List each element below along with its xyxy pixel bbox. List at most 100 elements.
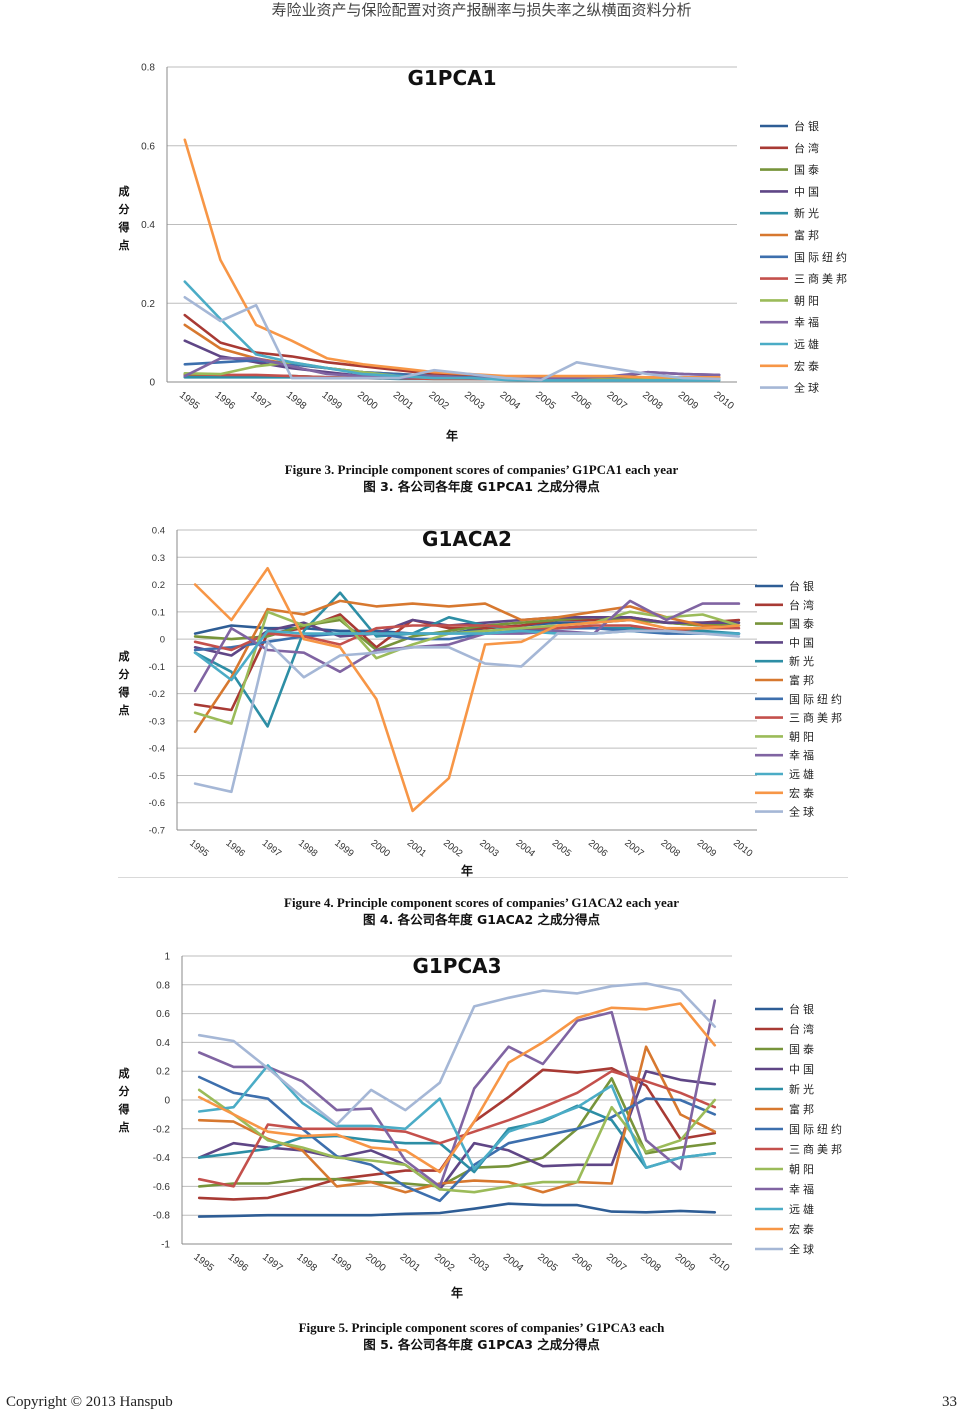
legend-label: 富邦 xyxy=(789,1102,817,1116)
x-tick-label: 1997 xyxy=(248,390,273,413)
x-tick-label: 2005 xyxy=(535,1252,560,1275)
series-line-远雄 xyxy=(183,280,721,382)
y-tick-label: -0.6 xyxy=(149,798,165,809)
chart-title: G1PCA1 xyxy=(407,66,496,90)
x-tick-label: 2008 xyxy=(638,1252,663,1275)
legend-label: 国泰 xyxy=(789,617,817,631)
legend-label: 国泰 xyxy=(789,1042,817,1056)
y-tick-label: -0.1 xyxy=(149,662,165,673)
y-tick-label: 0 xyxy=(149,378,155,389)
x-axis-label: 年 xyxy=(446,428,458,443)
caption-figure-3-zh: 图 3. 各公司各年度 G1PCA1 之成分得点 xyxy=(363,479,600,494)
series-line-富邦 xyxy=(183,323,721,381)
x-tick-label: 2002 xyxy=(432,1252,457,1275)
legend-label: 朝阳 xyxy=(789,730,817,743)
x-tick-label: 1996 xyxy=(224,838,247,860)
y-tick-label: 0.8 xyxy=(156,980,170,991)
caption-figure-4: Figure 4. Principle component scores of … xyxy=(0,894,963,928)
legend-label: 远雄 xyxy=(794,337,822,351)
legend-label: 三商美邦 xyxy=(789,711,845,725)
y-tick-label: 0.2 xyxy=(156,1067,170,1078)
x-tick-label: 2010 xyxy=(711,390,736,413)
x-tick-label: 2001 xyxy=(391,390,416,413)
x-tick-label: 2003 xyxy=(477,838,500,860)
caption-figure-5: Figure 5. Principle component scores of … xyxy=(0,1319,963,1353)
legend-label: 远雄 xyxy=(789,767,817,781)
legend-label: 朝阳 xyxy=(794,294,822,307)
x-tick-label: 1999 xyxy=(319,390,344,413)
y-tick-label: -0.4 xyxy=(149,744,165,755)
x-tick-label: 2004 xyxy=(498,390,523,413)
caption-figure-3: Figure 3. Principle component scores of … xyxy=(0,461,963,495)
y-tick-label: 0.2 xyxy=(141,299,155,310)
legend-label: 中国 xyxy=(789,636,817,649)
y-axis-label: 成分得点 xyxy=(118,184,130,252)
y-tick-label: 0.2 xyxy=(152,580,165,591)
x-tick-label: 2010 xyxy=(707,1252,732,1275)
legend-label: 三商美邦 xyxy=(794,272,850,286)
x-tick-label: 1995 xyxy=(191,1252,216,1275)
caption-figure-5-zh: 图 5. 各公司各年度 G1PCA3 之成分得点 xyxy=(363,1337,600,1352)
series-line-中国 xyxy=(197,1069,717,1191)
x-tick-label: 2009 xyxy=(695,838,718,860)
y-tick-label: 0 xyxy=(164,1096,170,1107)
y-tick-label: -0.2 xyxy=(153,1124,171,1135)
legend-label: 全球 xyxy=(789,805,817,819)
x-tick-label: 2006 xyxy=(569,390,594,413)
x-tick-label: 2002 xyxy=(441,838,464,860)
x-tick-label: 2001 xyxy=(398,1252,423,1275)
y-tick-label: 0.6 xyxy=(141,141,155,152)
figure-divider xyxy=(118,877,848,878)
legend-label: 中国 xyxy=(789,1063,817,1076)
series-line-新光 xyxy=(193,591,741,728)
legend-label: 台银 xyxy=(789,1002,817,1016)
x-axis-label: 年 xyxy=(461,863,473,878)
x-tick-label: 2007 xyxy=(604,1252,629,1275)
chart-g1pca1: 0 0.2 0.4 0.6 0.8 1995 1996 1997 1998 1999 2000 200… xyxy=(100,55,860,450)
legend-label: 台湾 xyxy=(789,598,817,612)
y-tick-label: -0.4 xyxy=(153,1153,171,1164)
y-tick-label: 0.4 xyxy=(152,526,165,537)
legend-label: 宏泰 xyxy=(789,1222,817,1236)
x-tick-label: 2010 xyxy=(731,838,754,860)
x-tick-label: 2003 xyxy=(462,390,487,413)
x-tick-label: 1996 xyxy=(213,390,238,413)
legend-label: 新光 xyxy=(789,654,817,668)
legend-label: 全球 xyxy=(789,1242,817,1256)
chart-title: G1PCA3 xyxy=(412,954,501,978)
legend-label: 新光 xyxy=(794,206,822,220)
legend-label: 中国 xyxy=(794,185,822,198)
legend-label: 全球 xyxy=(794,381,822,395)
series-line-全球 xyxy=(193,629,741,794)
y-axis-label: 成分得点 xyxy=(118,649,130,717)
legend-label: 国际纽约 xyxy=(789,692,845,706)
x-tick-label: 2005 xyxy=(533,390,558,413)
x-tick-label: 2007 xyxy=(622,838,645,860)
footer-page-number: 33 xyxy=(942,1394,957,1410)
x-tick-label: 1995 xyxy=(187,838,210,860)
y-tick-label: -0.3 xyxy=(149,716,165,727)
x-tick-label: 2000 xyxy=(355,390,380,413)
x-tick-label: 2008 xyxy=(659,838,682,860)
legend-label: 台银 xyxy=(789,579,817,593)
legend-label: 幸福 xyxy=(789,1182,817,1196)
footer-copyright: Copyright © 2013 Hanspub xyxy=(6,1394,173,1410)
legend-label: 幸福 xyxy=(794,315,822,329)
x-tick-label: 1998 xyxy=(296,838,319,860)
y-tick-label: 0.1 xyxy=(152,607,165,618)
chart-title: G1ACA2 xyxy=(422,527,512,551)
series-line-幸福 xyxy=(197,999,717,1188)
page-header: 寿险业资产与保险配置对资产报酬率与损失率之纵横面资料分析 xyxy=(271,1,692,19)
legend-label: 国际纽约 xyxy=(789,1122,845,1136)
x-tick-label: 1998 xyxy=(294,1252,319,1275)
legend-label: 朝阳 xyxy=(789,1163,817,1176)
x-axis-label: 年 xyxy=(451,1285,463,1300)
x-tick-label: 1995 xyxy=(177,390,202,413)
x-tick-label: 1998 xyxy=(284,390,309,413)
series-line-幸福 xyxy=(193,599,741,693)
y-tick-label: -1 xyxy=(161,1240,170,1251)
x-tick-label: 1999 xyxy=(329,1252,354,1275)
x-tick-label: 2002 xyxy=(426,390,451,413)
series-line-三商美邦 xyxy=(193,624,741,652)
y-tick-label: -0.6 xyxy=(153,1182,171,1193)
